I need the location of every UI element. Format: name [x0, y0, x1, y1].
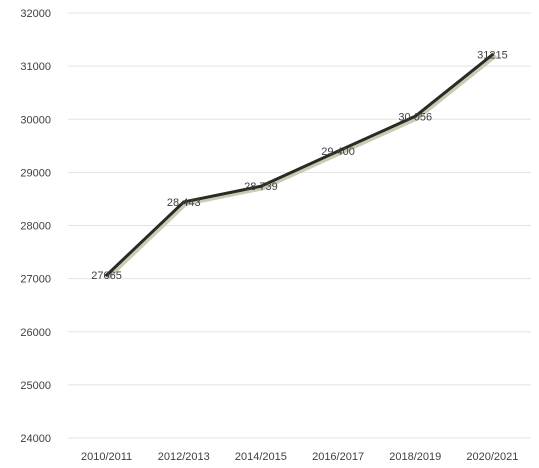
series-points — [105, 53, 494, 277]
y-tick-label: 31000 — [20, 61, 51, 73]
data-label: 30 056 — [398, 111, 432, 123]
data-labels: 27065 28 443 28 739 29 400 30 056 31215 — [91, 50, 507, 282]
x-tick-label: 2018/2019 — [389, 451, 441, 463]
data-point — [105, 273, 109, 277]
y-tick-label: 29000 — [20, 167, 51, 179]
y-tick-label: 32000 — [20, 8, 51, 20]
y-tick-label: 28000 — [20, 221, 51, 233]
y-tick-label: 26000 — [20, 327, 51, 339]
gridlines — [68, 12, 531, 439]
data-label: 27065 — [91, 270, 122, 282]
series-line-shadow — [106, 54, 497, 280]
data-point — [490, 53, 494, 57]
y-axis-ticks: 24000 25000 26000 27000 28000 29000 30000 31000… — [20, 8, 51, 445]
x-tick-label: 2012/2013 — [158, 451, 210, 463]
y-tick-label: 27000 — [20, 274, 51, 286]
data-label: 29 400 — [321, 146, 355, 158]
data-point — [413, 114, 417, 118]
x-tick-label: 2010/2011 — [81, 451, 132, 463]
series-line — [105, 53, 497, 280]
x-axis-ticks: 2010/2011 2012/2013 2014/2015 2016/2017 2018… — [81, 451, 518, 463]
data-label: 28 739 — [244, 181, 278, 193]
x-tick-label: 2014/2015 — [235, 451, 287, 463]
x-tick-label: 2020/2021 — [466, 451, 518, 463]
data-point — [259, 184, 263, 188]
data-label: 28 443 — [167, 197, 201, 209]
series-line-path — [105, 53, 494, 277]
y-tick-label: 24000 — [20, 433, 51, 445]
y-tick-label: 25000 — [20, 380, 51, 392]
data-label: 31215 — [477, 50, 508, 62]
data-point — [182, 200, 186, 204]
y-tick-label: 30000 — [20, 114, 51, 126]
data-point — [336, 149, 340, 153]
x-tick-label: 2016/2017 — [312, 451, 364, 463]
